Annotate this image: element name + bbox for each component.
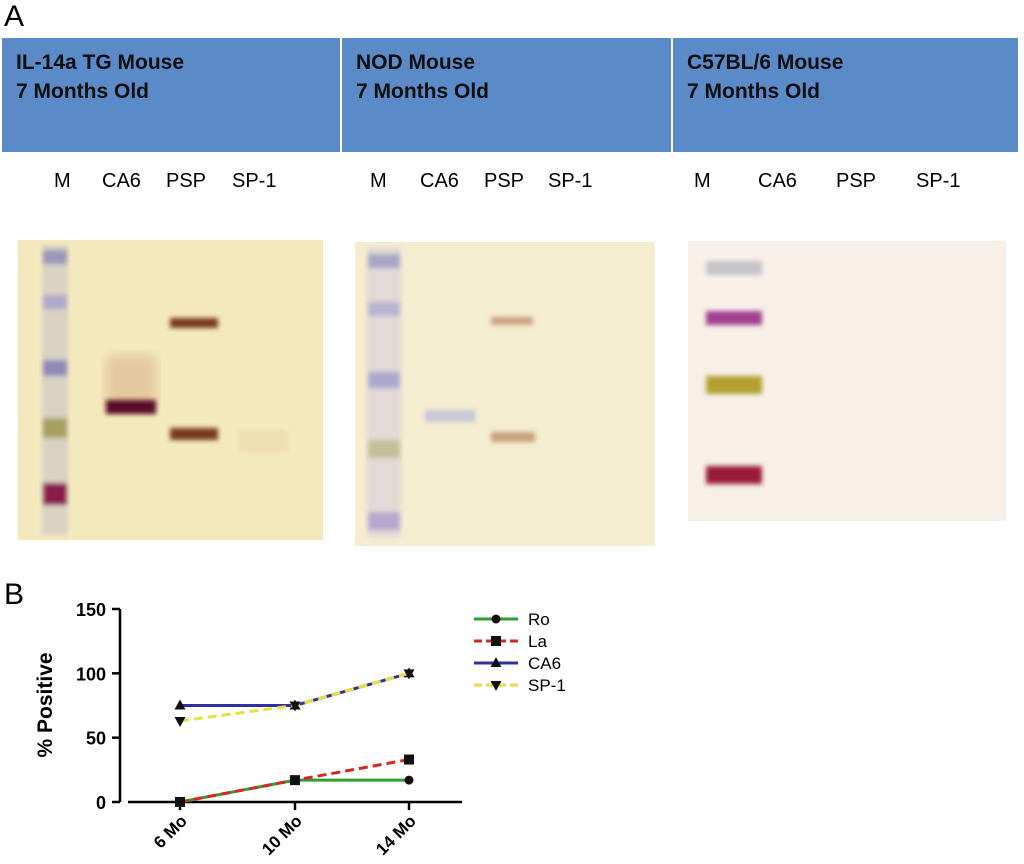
western-blot-il14a xyxy=(18,240,323,540)
legend-label: La xyxy=(528,632,547,651)
data-point xyxy=(404,754,414,765)
mouse-header-bar: IL-14a TG Mouse 7 Months Old NOD Mouse 7… xyxy=(2,38,1018,152)
lane-label-sp1: SP-1 xyxy=(232,170,277,192)
data-point xyxy=(174,699,186,710)
lane-label-psp: PSP xyxy=(484,170,525,192)
western-blot-c57bl6 xyxy=(688,241,1006,521)
legend-marker xyxy=(490,681,502,691)
western-blot-nod xyxy=(355,242,655,546)
x-tick-label: 14 Mo xyxy=(372,811,420,859)
series-la xyxy=(175,754,414,807)
legend-label: CA6 xyxy=(528,654,561,673)
data-point xyxy=(404,775,414,785)
data-point xyxy=(175,797,185,807)
series-sp1 xyxy=(174,669,415,727)
line-chart: % Positive 0 50 100 150 6 Mo 10 Mo 14 Mo Ro La C… xyxy=(34,600,566,859)
header-nod: NOD Mouse 7 Months Old xyxy=(342,38,673,152)
lane-label-ca6: CA6 xyxy=(758,170,797,192)
legend-label: Ro xyxy=(528,610,550,629)
header-title: C57BL/6 Mouse xyxy=(687,51,844,74)
panel-b-label: B xyxy=(4,578,25,611)
x-tick-label: 10 Mo xyxy=(258,811,306,859)
data-point xyxy=(290,775,300,786)
y-tick-label: 100 xyxy=(76,664,106,684)
legend-marker xyxy=(491,614,501,624)
y-tick-label: 150 xyxy=(76,600,106,620)
lane-label-m: M xyxy=(370,170,387,192)
y-tick-label: 50 xyxy=(86,729,106,749)
header-age: 7 Months Old xyxy=(687,80,820,103)
lane-label-psp: PSP xyxy=(836,170,877,192)
x-tick-label: 6 Mo xyxy=(150,811,191,852)
legend-marker xyxy=(490,657,502,667)
lane-label-ca6: CA6 xyxy=(102,170,141,192)
lane-label-sp1: SP-1 xyxy=(548,170,593,192)
header-il14a-tg: IL-14a TG Mouse 7 Months Old xyxy=(2,38,342,152)
series-line xyxy=(179,671,410,723)
data-point xyxy=(403,669,415,680)
header-age: 7 Months Old xyxy=(356,80,489,103)
header-title: IL-14a TG Mouse xyxy=(16,51,185,74)
header-c57bl6: C57BL/6 Mouse 7 Months Old xyxy=(673,38,1018,152)
data-point xyxy=(289,701,301,712)
header-age: 7 Months Old xyxy=(16,80,149,103)
y-tick-label: 0 xyxy=(96,793,106,813)
lane-label-sp1: SP-1 xyxy=(916,170,961,192)
legend-label: SP-1 xyxy=(528,676,566,695)
lane-label-psp: PSP xyxy=(166,170,207,192)
legend-marker xyxy=(491,636,501,646)
header-title: NOD Mouse xyxy=(356,51,476,74)
lane-label-ca6: CA6 xyxy=(420,170,459,192)
lane-label-m: M xyxy=(54,170,71,192)
lane-label-m: M xyxy=(694,170,711,192)
y-axis-label: % Positive xyxy=(34,652,57,757)
panel-a-label: A xyxy=(4,0,25,33)
data-point xyxy=(174,716,186,727)
